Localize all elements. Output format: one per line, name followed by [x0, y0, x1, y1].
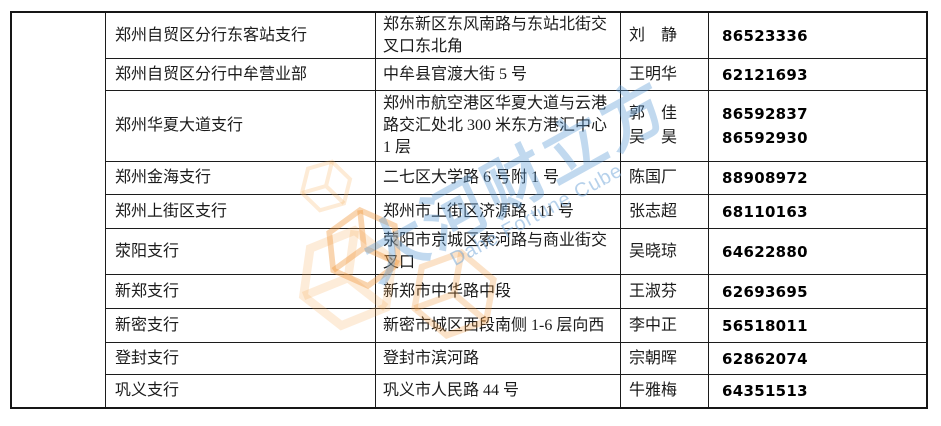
branch-name: 荥阳支行: [115, 242, 180, 260]
phone-cell: 88908972: [709, 162, 926, 195]
branch-cell: 郑州金海支行: [106, 162, 376, 195]
branch-contact-table: 郑州自贸区分行东客站支行 郑东新区东风南路与东站北街交叉口东北角 刘 静 865…: [10, 11, 928, 409]
contact-cell: 郭 佳吴 昊: [621, 91, 709, 162]
branch-name: 郑州自贸区分行中牟营业部: [115, 65, 308, 83]
contact-name: 牛雅梅: [629, 382, 678, 399]
address-cell: 郑州市航空港区华夏大道与云港路交汇处北 300 米东方港汇中心 1 层: [376, 91, 621, 162]
address-cell: 郑东新区东风南路与东站北街交叉口东北角: [376, 13, 621, 59]
address-cell: 巩义市人民路 44 号: [376, 375, 621, 407]
phone-cell: 64351513: [709, 375, 926, 407]
branch-name: 巩义支行: [115, 382, 180, 399]
branch-address: 巩义市人民路 44 号: [383, 382, 520, 399]
contact-name: 吴晓琼: [629, 242, 678, 260]
branch-cell: 郑州自贸区分行中牟营业部: [106, 59, 376, 91]
phone-cell: 64622880: [709, 229, 926, 275]
branch-name: 登封支行: [115, 349, 180, 367]
branch-cell: 郑州华夏大道支行: [106, 91, 376, 162]
branch-cell: 新郑支行: [106, 275, 376, 309]
branch-address: 郑州市航空港区华夏大道与云港路交汇处北 300 米东方港汇中心 1 层: [383, 95, 608, 156]
phone-cell: 86592837 86592930: [709, 91, 926, 162]
contact-cell: 王明华: [621, 59, 709, 91]
branch-name: 新郑支行: [115, 282, 180, 300]
branch-address: 中牟县官渡大街 5 号: [383, 65, 528, 83]
contact-cell: 刘 静: [621, 13, 709, 59]
branch-cell: 登封支行: [106, 343, 376, 375]
phone-number: 68110163: [722, 202, 808, 221]
contact-name: 张志超: [629, 202, 678, 220]
phone-number: 86592837: [722, 105, 808, 123]
phone-cell: 56518011: [709, 309, 926, 343]
contact-name: 刘 静: [629, 26, 678, 44]
branch-cell: 荥阳支行: [106, 229, 376, 275]
branch-address: 郑东新区东风南路与东站北街交叉口东北角: [383, 15, 608, 55]
branch-cell: 巩义支行: [106, 375, 376, 407]
contact-cell: 牛雅梅: [621, 375, 709, 407]
contact-cell: 王淑芬: [621, 275, 709, 309]
phone-cell: 68110163: [709, 195, 926, 229]
phone-number: 64622880: [722, 242, 808, 261]
branch-name: 郑州自贸区分行东客站支行: [115, 26, 308, 44]
contact-name: 吴 昊: [629, 129, 678, 146]
phone-number: 64351513: [722, 382, 808, 400]
phone-number: 62693695: [722, 282, 808, 301]
phone-number: 86592930: [722, 129, 808, 147]
contact-cell: 宗朝晖: [621, 343, 709, 375]
address-cell: 二七区大学路 6 号附 1 号: [376, 162, 621, 195]
contact-cell: 陈国厂: [621, 162, 709, 195]
address-cell: 新密市城区西段南侧 1-6 层向西: [376, 309, 621, 343]
branch-cell: 郑州上街区支行: [106, 195, 376, 229]
phone-cell: 62862074: [709, 343, 926, 375]
branch-address: 二七区大学路 6 号附 1 号: [383, 169, 560, 186]
contact-name: 李中正: [629, 316, 678, 334]
phone-cell: 62121693: [709, 59, 926, 91]
branch-address: 新郑市中华路中段: [383, 282, 512, 300]
contact-name: 王淑芬: [629, 282, 678, 300]
branch-name: 郑州金海支行: [115, 169, 212, 186]
phone-cell: 86523336: [709, 13, 926, 59]
address-cell: 新郑市中华路中段: [376, 275, 621, 309]
branch-cell: 新密支行: [106, 309, 376, 343]
contact-cell: 吴晓琼: [621, 229, 709, 275]
contact-name: 宗朝晖: [629, 349, 678, 367]
branch-name: 郑州上街区支行: [115, 202, 228, 220]
contact-name: 陈国厂: [629, 169, 678, 186]
phone-number: 62121693: [722, 65, 808, 84]
address-cell: 登封市滨河路: [376, 343, 621, 375]
phone-number: 88908972: [722, 169, 808, 187]
phone-cell: 62693695: [709, 275, 926, 309]
branch-address: 郑州市上街区济源路 111 号: [383, 202, 574, 220]
branch-name: 郑州华夏大道支行: [115, 117, 244, 134]
contact-name: 郭 佳: [629, 105, 678, 122]
merged-left-cell: [12, 13, 106, 407]
contact-name: 王明华: [629, 65, 678, 83]
branch-cell: 郑州自贸区分行东客站支行: [106, 13, 376, 59]
phone-number: 56518011: [722, 316, 808, 335]
address-cell: 郑州市上街区济源路 111 号: [376, 195, 621, 229]
contact-cell: 李中正: [621, 309, 709, 343]
branch-address: 新密市城区西段南侧 1-6 层向西: [383, 316, 605, 334]
phone-number: 62862074: [722, 349, 808, 368]
contact-cell: 张志超: [621, 195, 709, 229]
branch-address: 登封市滨河路: [383, 349, 480, 367]
branch-address: 荥阳市京城区索河路与商业街交叉口: [383, 231, 608, 271]
address-cell: 中牟县官渡大街 5 号: [376, 59, 621, 91]
phone-number: 86523336: [722, 26, 808, 45]
address-cell: 荥阳市京城区索河路与商业街交叉口: [376, 229, 621, 275]
branch-name: 新密支行: [115, 316, 180, 334]
